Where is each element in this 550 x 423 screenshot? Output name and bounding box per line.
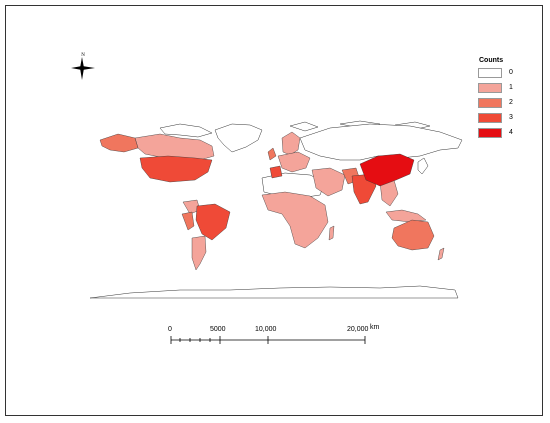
legend-item: 4 <box>478 128 538 138</box>
legend-label: 3 <box>509 114 513 121</box>
legend-label: 2 <box>509 99 513 106</box>
russia <box>299 123 463 161</box>
china <box>359 153 415 187</box>
north-label: N <box>81 53 85 58</box>
legend-item: 0 <box>478 68 538 78</box>
legend-item: 3 <box>478 113 538 123</box>
united-states <box>139 155 213 183</box>
canada <box>134 133 215 161</box>
argentina-chile <box>191 235 207 271</box>
scale-tick-label: 5000 <box>210 326 226 333</box>
north-africa <box>261 172 326 199</box>
madagascar <box>328 225 335 241</box>
legend-swatch <box>478 98 502 108</box>
legend-label: 4 <box>509 129 513 136</box>
countries-count-1 <box>134 131 445 271</box>
map-base-land <box>89 120 463 299</box>
japan <box>417 157 429 175</box>
legend-title: Counts <box>479 57 504 64</box>
legend-item: 2 <box>478 98 538 108</box>
legend-item: 1 <box>478 83 538 93</box>
north-arrow: N <box>71 53 95 80</box>
antarctica <box>89 285 459 299</box>
greenland <box>214 123 263 153</box>
northern-europe <box>281 131 301 156</box>
legend-label: 1 <box>509 84 513 91</box>
scale-tick-label: 0 <box>168 326 172 333</box>
legend-swatch <box>478 113 502 123</box>
countries-count-4 <box>359 153 415 187</box>
spain <box>269 165 283 179</box>
legend-label: 0 <box>509 69 513 76</box>
legend-swatch <box>478 68 502 78</box>
middle-east <box>311 167 346 197</box>
australia <box>391 219 435 251</box>
new-zealand <box>437 247 445 261</box>
scale-bar <box>170 336 366 344</box>
africa <box>261 191 329 249</box>
peru <box>181 211 195 231</box>
north-arrow-cross <box>71 66 95 70</box>
scale-tick-label: 20,000 <box>347 326 369 333</box>
indonesia <box>385 209 427 223</box>
united-kingdom <box>267 147 277 161</box>
europe <box>277 151 311 173</box>
arctic-islands <box>159 123 213 138</box>
scale-tick-label: 10,000 <box>255 326 277 333</box>
legend-swatch <box>478 128 502 138</box>
scale-unit-label: km <box>370 324 380 331</box>
countries-count-2 <box>99 133 435 251</box>
countries-count-3 <box>139 155 377 241</box>
brazil <box>195 203 231 241</box>
alaska <box>99 133 139 153</box>
legend-swatch <box>478 83 502 93</box>
